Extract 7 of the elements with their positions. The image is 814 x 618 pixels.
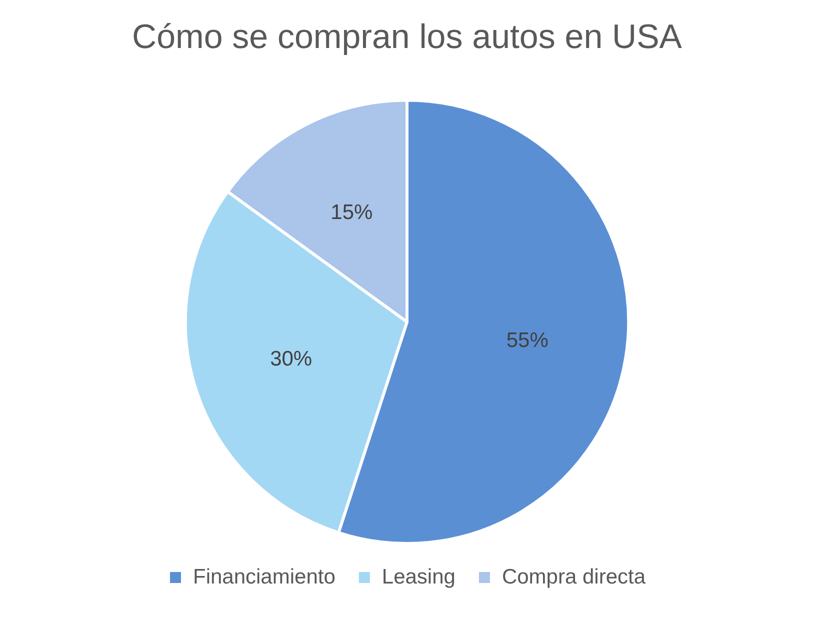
legend-label: Compra directa <box>502 565 646 588</box>
legend-label: Financiamiento <box>192 565 336 588</box>
legend-label: Leasing <box>382 565 456 588</box>
data-label: 30% <box>270 347 312 370</box>
data-label: 55% <box>506 328 548 352</box>
chart-title: Cómo se compran los autos en USA <box>132 18 682 56</box>
data-label: 15% <box>330 201 373 224</box>
